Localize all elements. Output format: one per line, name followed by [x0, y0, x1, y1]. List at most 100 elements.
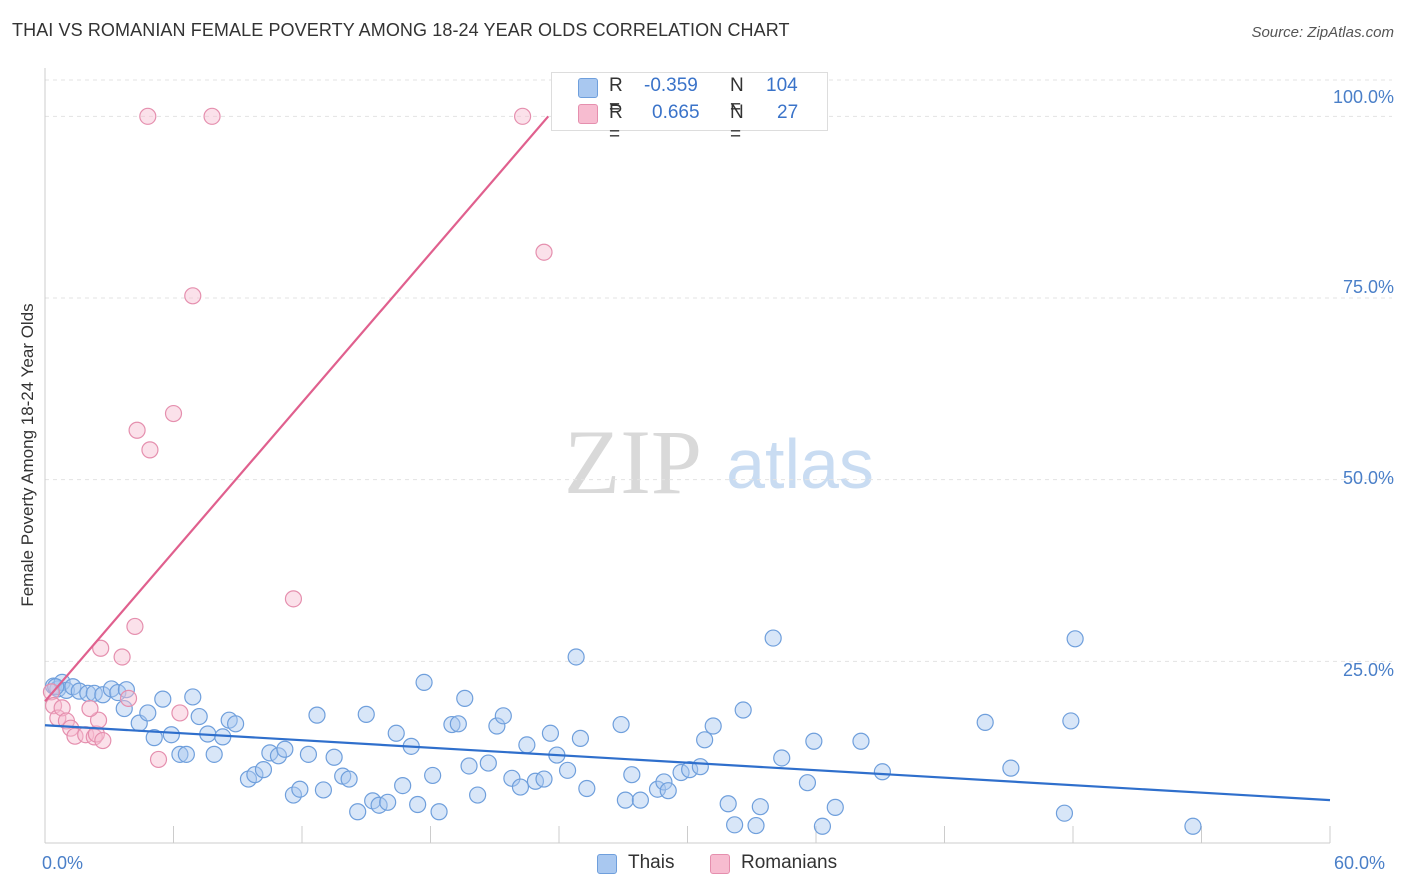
- r-label: R =: [609, 102, 623, 145]
- thais-point-59: [488, 717, 506, 735]
- thais-point-42: [357, 705, 375, 723]
- r-value: -0.359: [644, 75, 698, 96]
- thais-point-50: [415, 673, 433, 692]
- thais-point-41: [349, 803, 367, 821]
- romanians-point-13: [92, 639, 110, 657]
- romanians-point-21: [164, 404, 183, 423]
- legend-romanians-swatch: [710, 854, 730, 874]
- thais-point-58: [479, 754, 497, 772]
- romanians-point-10: [94, 731, 112, 750]
- romanians-point-9: [87, 725, 106, 743]
- romanians-swatch: [578, 104, 598, 124]
- legend-romanians-label: Romanians: [741, 852, 838, 873]
- romanians-point-18: [141, 441, 159, 459]
- thais-point-66: [541, 724, 560, 742]
- thais-point-62: [511, 778, 530, 796]
- romanians-point-20: [149, 750, 168, 769]
- thais-point-84: [719, 795, 737, 813]
- thais-point-80: [681, 761, 699, 779]
- thais-point-86: [734, 701, 752, 719]
- thais-point-40: [340, 770, 358, 788]
- romanians-point-25: [284, 590, 303, 608]
- thais-point-89: [764, 629, 782, 647]
- romanians-point-14: [113, 648, 131, 666]
- romanians-point-22: [171, 704, 189, 722]
- thais-point-17: [162, 726, 180, 744]
- thais-point-98: [1002, 759, 1020, 777]
- thais-point-33: [284, 786, 303, 804]
- thais-point-70: [571, 729, 590, 747]
- romanians-point-12: [81, 699, 99, 718]
- thais-point-46: [387, 724, 405, 742]
- thais-point-73: [616, 791, 634, 809]
- thais-point-15: [145, 729, 163, 747]
- n-value: 27: [777, 102, 799, 123]
- thais-point-54: [449, 715, 467, 733]
- thais-point-92: [805, 732, 823, 750]
- thais-point-94: [826, 798, 844, 816]
- thais-point-96: [873, 763, 891, 781]
- thais-point-60: [494, 707, 512, 725]
- thais-point-28: [246, 766, 264, 784]
- thais-point-88: [751, 798, 769, 816]
- thais-point-72: [612, 715, 630, 734]
- thais-point-34: [291, 780, 309, 798]
- thais-point-32: [276, 740, 294, 758]
- thais-point-77: [655, 773, 673, 791]
- watermark-zip: ZIP: [564, 411, 702, 513]
- thais-point-74: [623, 766, 641, 784]
- thais-point-55: [456, 689, 474, 707]
- y-tick-label-100: 100.0%: [1332, 87, 1394, 107]
- thais-point-35: [299, 745, 318, 763]
- thais-trend-line: [44, 724, 1331, 802]
- thais-point-14: [139, 704, 157, 722]
- n-label: N =: [730, 75, 744, 118]
- thais-point-38: [325, 748, 343, 766]
- thais-point-57: [469, 786, 487, 804]
- thais-point-16: [154, 690, 172, 708]
- thais-point-75: [631, 791, 649, 809]
- legend-thais-swatch: [597, 854, 617, 874]
- chart-title: THAI VS ROMANIAN FEMALE POVERTY AMONG 18…: [12, 20, 790, 40]
- romanians-point-16: [126, 617, 144, 636]
- thais-point-36: [308, 706, 326, 724]
- thais-point-100: [1062, 712, 1080, 730]
- romanians-point-23: [184, 287, 202, 305]
- thais-point-93: [813, 817, 832, 835]
- thais-point-102: [1184, 817, 1202, 835]
- n-value: 104: [766, 75, 798, 96]
- thais-point-68: [558, 761, 577, 779]
- romanians-point-3: [53, 699, 71, 717]
- source-credit: Source: ZipAtlas.com: [1251, 24, 1394, 41]
- thais-point-82: [696, 731, 714, 749]
- romanians-point-17: [128, 421, 146, 439]
- thais-point-20: [184, 688, 202, 706]
- thais-point-51: [424, 766, 442, 785]
- r-value: 0.665: [652, 102, 700, 123]
- thais-point-23: [205, 745, 223, 763]
- romanians-point-24: [203, 107, 221, 125]
- legend-thais-label: Thais: [628, 852, 675, 873]
- thais-point-71: [578, 779, 596, 798]
- thais-point-18: [171, 745, 189, 763]
- romanians-point-26: [513, 107, 532, 125]
- x-tick-label-min: 0.0%: [42, 853, 84, 873]
- thais-point-47: [394, 776, 412, 795]
- y-tick-label-50: 50.0%: [1342, 468, 1394, 488]
- thais-point-21: [190, 707, 208, 726]
- y-tick-label-75: 75.0%: [1342, 277, 1394, 297]
- romanians-point-15: [119, 689, 138, 707]
- thais-point-90: [773, 749, 791, 767]
- thais-point-12: [115, 699, 133, 718]
- thais-point-85: [726, 816, 744, 834]
- thais-point-37: [314, 781, 333, 799]
- thais-point-49: [409, 795, 427, 814]
- thais-point-78: [659, 782, 677, 800]
- thais-point-52: [430, 803, 448, 821]
- thais-point-31: [269, 747, 288, 765]
- r-label: R =: [609, 75, 623, 118]
- thais-point-19: [177, 745, 195, 763]
- thais-point-87: [747, 816, 765, 835]
- thais-point-83: [704, 717, 722, 735]
